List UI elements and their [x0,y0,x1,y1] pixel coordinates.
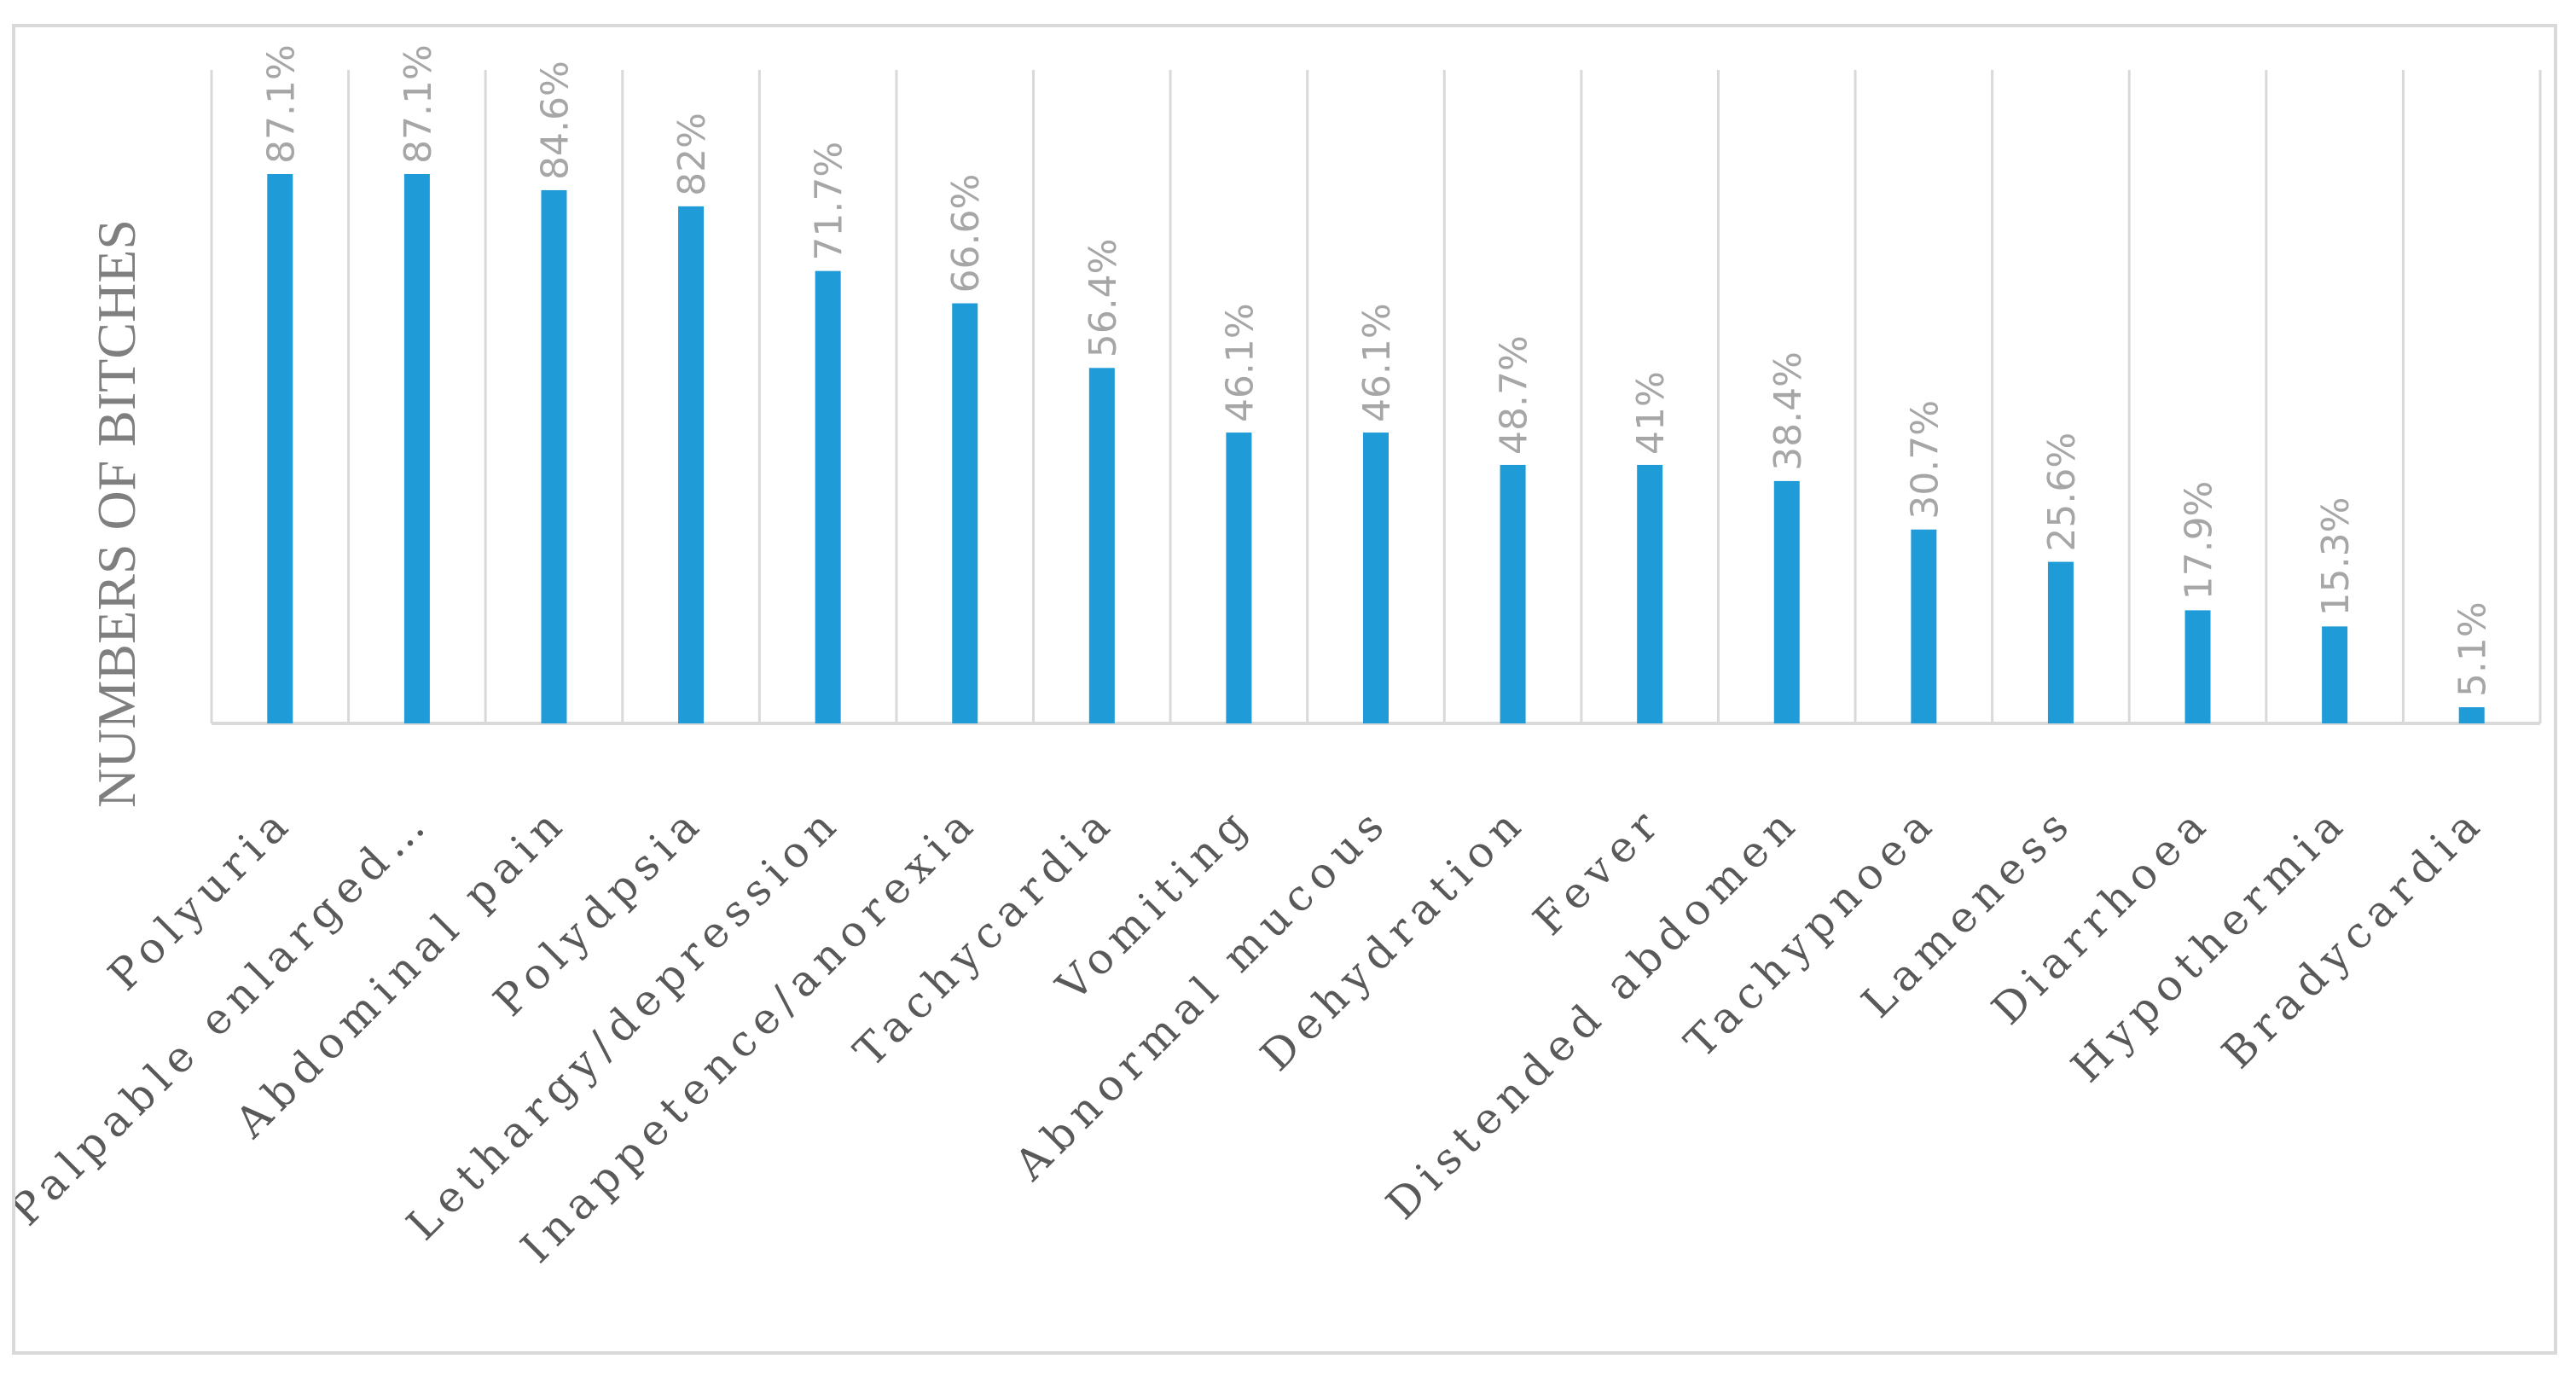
data-label: 82% [670,113,714,196]
bar [1226,433,1252,723]
bar [2322,626,2348,723]
data-label: 48.7% [1493,335,1536,455]
bar [1363,433,1389,723]
data-label: 84.6% [533,61,577,180]
bar [1911,529,1937,723]
bar [1500,464,1526,723]
bar [403,174,430,723]
bars [267,174,2485,724]
data-label: 71.7% [808,142,851,261]
data-label: 25.6% [2040,433,2084,552]
bar [2458,707,2485,723]
bar [1088,368,1115,723]
data-label: 17.9% [2178,481,2221,601]
data-label: 87.1% [259,44,303,164]
y-axis-label: NUMBERS OF BITCHES [86,219,147,808]
bar [2047,561,2074,723]
category-label: Bradycardia [2213,796,2494,1077]
data-labels: 87.1% 87.1% 84.6% 82% 71.7% 66.6% 56.4% 46.1% 46… [259,44,2494,697]
data-label: 56.4% [1082,239,1125,358]
data-label: 5.1% [2451,601,2495,697]
bar [541,189,567,724]
data-label: 38.4% [1767,351,1810,471]
bar [2184,610,2211,723]
data-label: 41% [1629,371,1673,455]
category-label: Dehydration [1251,796,1535,1080]
bar [678,206,705,724]
bar [815,270,841,723]
bar [1637,464,1663,723]
bar [267,174,293,723]
data-label: 66.6% [944,174,988,293]
data-label: 46.1% [1218,303,1262,422]
bar [1773,480,1800,723]
data-label: 87.1% [397,44,440,164]
category-label: Tachycardia [844,796,1124,1076]
data-label: 30.7% [1903,400,1947,520]
data-label: 46.1% [1355,303,1399,422]
bar [952,303,978,723]
bar-chart: 87.1% 87.1% 84.6% 82% 71.7% 66.6% 56.4% 46.1% 46… [15,44,2542,1273]
gridlines [210,70,2542,725]
data-label: 15.3% [2314,497,2358,617]
category-label: Tachypnoea [1675,796,1947,1067]
chart-frame: 87.1% 87.1% 84.6% 82% 71.7% 66.6% 56.4% 46.1% 46… [12,24,2557,1355]
